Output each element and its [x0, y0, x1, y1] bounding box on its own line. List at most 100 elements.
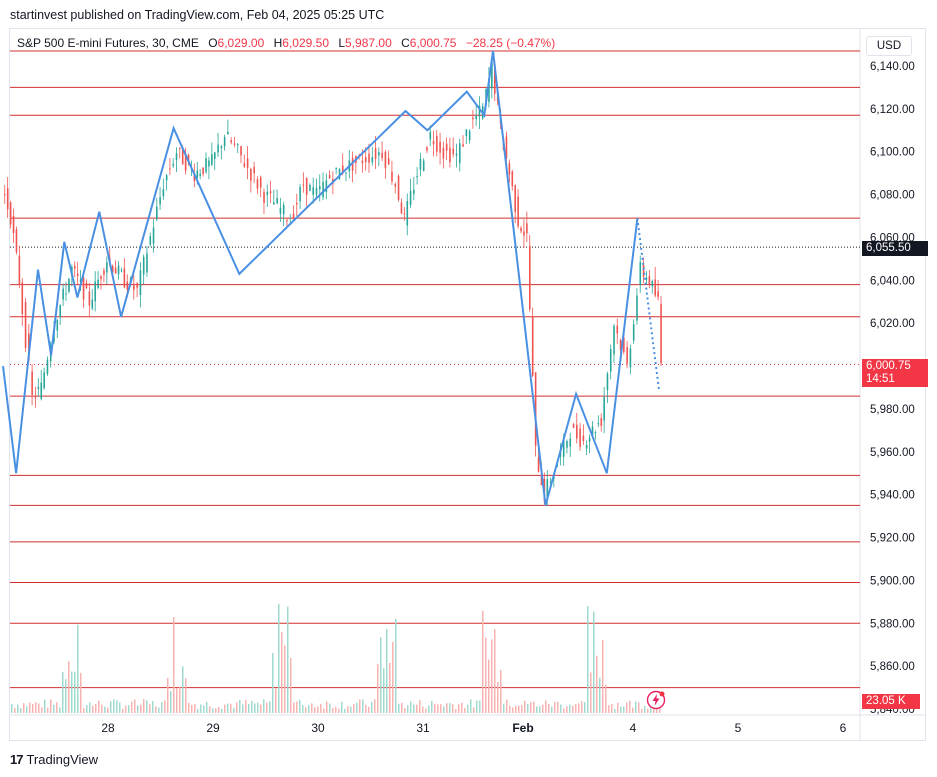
volume-bar [53, 704, 55, 713]
volume-bar [506, 699, 508, 713]
candle-body [491, 60, 493, 89]
volume-bar [77, 624, 79, 713]
candle-body [468, 130, 471, 141]
candle-body [40, 382, 43, 399]
candle-body [345, 172, 347, 174]
candle-body [169, 168, 171, 170]
volume-bar [50, 699, 52, 713]
volume-bar [20, 708, 22, 713]
candle-body [309, 184, 311, 191]
candle-body [432, 140, 435, 145]
volume-bar [347, 706, 349, 713]
volume-bar [293, 702, 295, 713]
candle-body [199, 173, 202, 176]
volume-bar [512, 707, 514, 713]
volume-bar [113, 699, 115, 713]
price-tick-label: 5,880.00 [870, 618, 915, 630]
volume-bar [659, 708, 661, 713]
candle-body [266, 191, 269, 195]
volume-bar [23, 703, 25, 713]
volume-bar [377, 664, 379, 713]
volume-bar [431, 700, 433, 713]
candle-body [282, 204, 285, 215]
candle-body [364, 157, 367, 163]
candle-body [94, 281, 97, 302]
volume-bar [161, 702, 163, 713]
volume-bar [542, 704, 544, 713]
candle-body [455, 153, 458, 156]
volume-bar [467, 704, 469, 713]
volume-bar [137, 705, 139, 713]
candle-body [133, 285, 135, 290]
flash-icon[interactable] [646, 690, 666, 710]
volume-bar [167, 677, 169, 713]
candle-body [37, 386, 40, 389]
low-label: L [338, 36, 346, 50]
volume-bar [560, 704, 562, 713]
candle-body [256, 179, 259, 189]
candle-body [34, 397, 37, 399]
candle-body [4, 194, 6, 196]
price-tick-label: 5,940.00 [870, 490, 915, 502]
candle-body [371, 156, 374, 163]
candle-body [9, 202, 12, 225]
tradingview-logo[interactable]: 17 TradingView [10, 752, 98, 767]
candle-body [452, 148, 455, 155]
volume-bar [404, 708, 406, 713]
candle-body [24, 302, 27, 348]
volume-bar [374, 699, 376, 713]
candle-body [488, 78, 490, 103]
candle-body [106, 262, 108, 273]
candle-body [591, 426, 594, 436]
volume-bar [443, 706, 445, 713]
candle-body [31, 371, 33, 395]
volume-bar [110, 701, 112, 713]
volume-bar [539, 706, 541, 713]
candle-body [181, 147, 184, 165]
volume-bar [575, 704, 577, 713]
candle-body [514, 185, 517, 212]
volume-bar [248, 704, 250, 713]
volume-bar [569, 704, 571, 713]
volume-bar [536, 706, 538, 713]
volume-bar [269, 701, 271, 713]
volume-bar [290, 657, 292, 713]
volume-bar [593, 611, 595, 713]
volume-bar [320, 703, 322, 713]
volume-bar [305, 707, 307, 713]
candle-body [97, 279, 99, 288]
volume-bar [284, 645, 286, 713]
volume-bar [572, 705, 574, 713]
volume-bar [56, 702, 58, 713]
candle-body [613, 325, 615, 355]
volume-bar [503, 703, 505, 713]
volume-bar [191, 704, 193, 713]
candle-body [511, 171, 514, 187]
open-label: O [208, 36, 218, 50]
volume-bar [410, 701, 412, 713]
volume-bar [170, 691, 172, 713]
candle-body [159, 197, 161, 205]
volume-bar [332, 707, 334, 713]
candle-body [269, 191, 272, 194]
candle-body [566, 441, 568, 448]
volume-bar [308, 704, 310, 713]
currency-button[interactable]: USD [866, 36, 912, 56]
volume-bar [86, 704, 88, 713]
volume-bar [35, 702, 37, 713]
volume-bar [518, 705, 520, 713]
volume-bar [47, 707, 49, 713]
candle-body [236, 144, 239, 146]
volume-bar [296, 701, 298, 713]
symbol-legend: S&P 500 E-mini Futures, 30, CME O6,029.0… [17, 36, 555, 50]
volume-bar [629, 700, 631, 713]
candle-body [403, 213, 406, 215]
volume-bar [587, 606, 589, 713]
volume-bar [83, 708, 85, 713]
candle-body [227, 131, 229, 135]
volume-bar [164, 700, 166, 713]
time-tick-label: 30 [311, 721, 325, 735]
volume-bar [554, 702, 556, 713]
volume-bar [233, 707, 235, 713]
